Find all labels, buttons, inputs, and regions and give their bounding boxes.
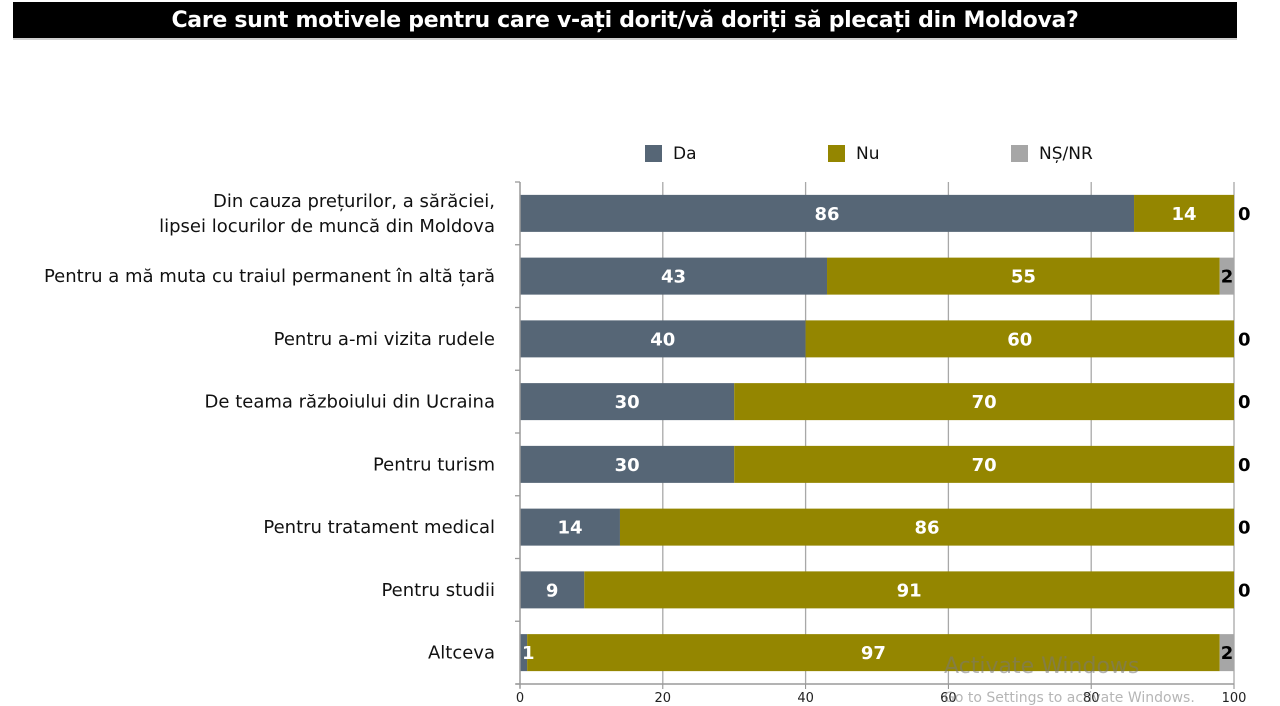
- category-label: Pentru turism: [373, 454, 495, 475]
- x-tick-label: 100: [1222, 691, 1247, 706]
- bar-nu-1: [827, 257, 1220, 295]
- bar-da-2: [520, 320, 806, 358]
- legend: Da Nu NȘ/NR: [645, 144, 1093, 164]
- data-label-nu: 70: [972, 392, 997, 413]
- bar-da-0: [520, 194, 1135, 232]
- data-label-nu: 70: [972, 455, 997, 476]
- data-label-nnr: 0: [1238, 392, 1251, 413]
- data-label-nu: 97: [861, 643, 886, 664]
- bar-da-7: [520, 634, 528, 672]
- data-label-nu: 55: [1011, 267, 1036, 288]
- data-label-nnr: 0: [1238, 204, 1251, 225]
- data-label-nnr: 2: [1221, 643, 1234, 664]
- x-tick-label: 80: [1083, 691, 1100, 706]
- bar-nu-4: [734, 445, 1234, 483]
- x-tick-label: 40: [797, 691, 814, 706]
- bars: [520, 194, 1234, 672]
- bar-nnr-7: [1219, 634, 1234, 672]
- x-tick-label: 20: [655, 691, 672, 706]
- gridlines: [662, 182, 1235, 684]
- category-label: De teama războiului din Ucraina: [205, 392, 495, 413]
- data-label-da: 40: [650, 329, 675, 350]
- axes: 0 20 40 60 80 100: [515, 181, 1247, 706]
- data-label-nnr: 0: [1238, 455, 1251, 476]
- legend-label: Nu: [856, 144, 880, 164]
- x-tick-label: 60: [940, 691, 957, 706]
- bar-da-6: [520, 571, 585, 609]
- data-label-da: 30: [615, 455, 640, 476]
- legend-swatch-da: [645, 145, 662, 162]
- data-label-da: 43: [661, 267, 686, 288]
- data-label-da: 1: [522, 643, 535, 664]
- data-label-da: 86: [814, 204, 839, 225]
- chart-title: Care sunt motivele pentru care v-ați dor…: [13, 2, 1237, 38]
- bar-da-3: [520, 383, 735, 421]
- data-label-nnr: 0: [1238, 329, 1251, 350]
- bar-da-1: [520, 257, 828, 295]
- legend-swatch-nnr: [1011, 145, 1028, 162]
- data-label-nu: 14: [1171, 204, 1196, 225]
- data-label-da: 9: [546, 580, 559, 601]
- bar-nnr-1: [1219, 257, 1234, 295]
- category-label: Pentru studii: [381, 580, 495, 601]
- legend-swatch-nu: [828, 145, 845, 162]
- legend-label: NȘ/NR: [1039, 144, 1093, 164]
- legend-label: Da: [673, 144, 697, 164]
- data-label-nu: 91: [897, 580, 922, 601]
- bar-nu-0: [1134, 194, 1234, 232]
- data-label-nu: 60: [1007, 329, 1032, 350]
- data-label-nnr: 0: [1238, 518, 1251, 539]
- bar-nu-7: [527, 634, 1220, 672]
- bar-nu-5: [619, 508, 1234, 546]
- category-label: lipsei locurilor de muncă din Moldova: [159, 216, 495, 237]
- x-tick-label: 0: [516, 691, 524, 706]
- category-label: Pentru a mă muta cu traiul permanent în …: [44, 266, 495, 287]
- data-label-nu: 86: [914, 518, 939, 539]
- bar-nu-3: [734, 383, 1234, 421]
- bar-da-4: [520, 445, 735, 483]
- bar-nu-2: [805, 320, 1234, 358]
- category-label: Altceva: [428, 643, 495, 664]
- category-label: Pentru a-mi vizita rudele: [274, 329, 495, 350]
- data-label-nnr: 0: [1238, 580, 1251, 601]
- bar-nu-6: [584, 571, 1234, 609]
- data-label-nnr: 2: [1221, 267, 1234, 288]
- bar-da-5: [520, 508, 620, 546]
- category-label: Pentru tratament medical: [263, 517, 495, 538]
- data-label-da: 30: [615, 392, 640, 413]
- data-label-da: 14: [557, 518, 582, 539]
- category-label: Din cauza prețurilor, a sărăciei,: [213, 191, 495, 212]
